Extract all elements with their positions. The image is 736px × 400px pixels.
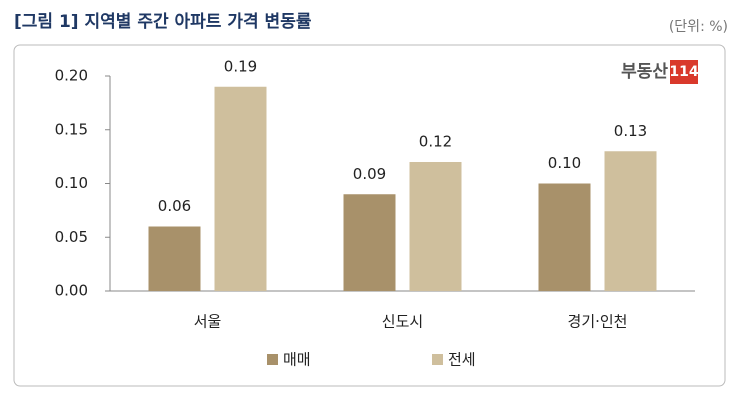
logo-box: [670, 60, 698, 84]
data-label: 0.10: [548, 154, 581, 172]
data-label: 0.12: [419, 133, 452, 151]
unit-label: (단위: %): [669, 19, 728, 35]
y-tick-label: 0.15: [55, 120, 88, 138]
data-label: 0.13: [614, 122, 647, 140]
data-label: 0.09: [353, 165, 386, 183]
bar: [538, 183, 591, 291]
bar: [214, 86, 267, 291]
data-label: 0.06: [158, 197, 191, 215]
x-tick-label: 신도시: [382, 313, 423, 331]
y-tick-label: 0.20: [55, 67, 88, 85]
bar: [604, 151, 657, 291]
logo-text: 부동산: [621, 62, 668, 82]
legend-label: 전세: [448, 351, 476, 369]
bar: [409, 162, 462, 291]
data-label: 0.19: [224, 57, 257, 75]
logo-number: 114: [669, 64, 698, 80]
legend-label: 매매: [283, 351, 311, 369]
y-tick-label: 0.10: [55, 174, 88, 192]
y-tick-label: 0.05: [55, 228, 88, 246]
x-tick-label: 경기·인천: [568, 313, 628, 331]
x-tick-label: 서울: [194, 313, 222, 331]
chart-frame: [13, 44, 726, 387]
legend-swatch: [432, 354, 443, 365]
bar: [343, 194, 396, 291]
y-tick-label: 0.00: [55, 282, 88, 300]
bar: [148, 226, 201, 291]
chart-title: [그림 1] 지역별 주간 아파트 가격 변동률: [14, 12, 312, 32]
legend-swatch: [267, 354, 278, 365]
